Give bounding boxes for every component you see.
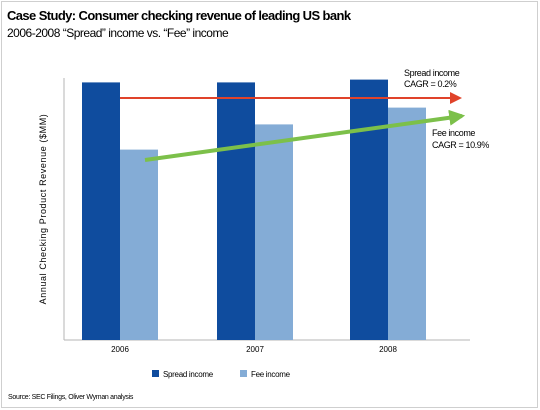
spread-annotation-label: Spread income [404, 68, 460, 78]
bar-fee-income-2008 [388, 107, 426, 340]
bar-spread-income-2006 [82, 82, 120, 341]
x-tick-label-2008: 2008 [379, 345, 397, 354]
legend-label-fee: Fee income [251, 370, 291, 379]
bars-group [82, 79, 426, 341]
legend-swatch-spread [152, 370, 159, 377]
y-axis-label: Annual Checking Product Revenue ($MM) [38, 114, 48, 305]
bar-spread-income-2008 [350, 79, 388, 340]
chart-subtitle: 2006-2008 “Spread” income vs. “Fee” inco… [7, 26, 229, 40]
source-note: Source: SEC Filings, Oliver Wyman analys… [8, 394, 134, 401]
fee-annotation-label: Fee income [432, 128, 475, 138]
x-tick-labels: 2006 2007 2008 [111, 345, 397, 354]
bar-fee-income-2006 [120, 149, 158, 340]
x-tick-label-2007: 2007 [246, 345, 264, 354]
chart-title: Case Study: Consumer checking revenue of… [7, 8, 351, 23]
fee-annotation-cagr: CAGR = 10.9% [432, 140, 489, 150]
fee-trend-arrow [144, 109, 466, 162]
legend-swatch-fee [240, 370, 247, 377]
spread-annotation-cagr: CAGR = 0.2% [404, 79, 457, 89]
x-tick-label-2006: 2006 [111, 345, 129, 354]
bar-spread-income-2007 [217, 82, 255, 341]
legend-label-spread: Spread income [163, 370, 214, 379]
bar-fee-income-2007 [255, 124, 293, 341]
